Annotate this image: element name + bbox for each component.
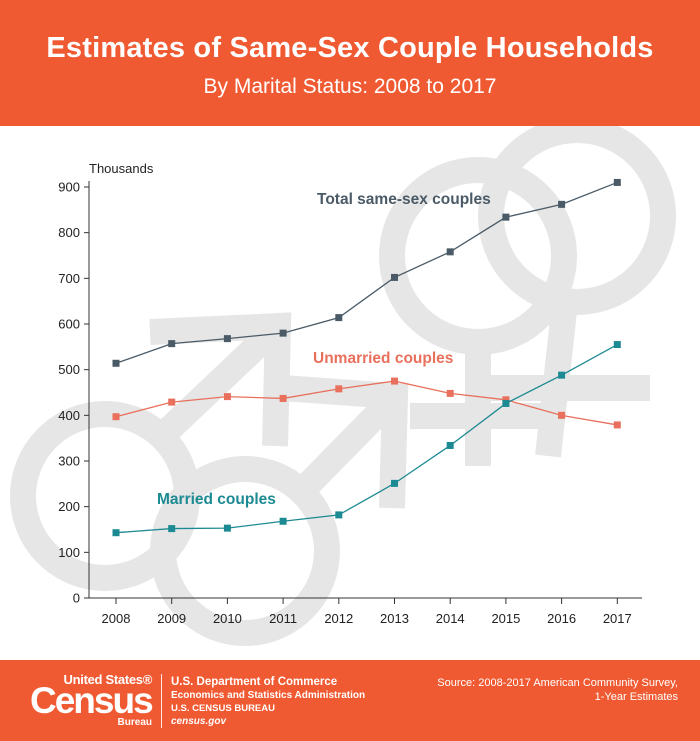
data-point-total-same-sex-couples [223, 335, 231, 343]
y-tick-label: 600 [58, 317, 80, 332]
data-point-married-couples [558, 371, 566, 379]
x-tick-label: 2013 [380, 611, 409, 626]
data-point-married-couples [446, 441, 454, 449]
footer-banner: United States® Census Bureau U.S. Depart… [0, 660, 700, 741]
x-tick-label: 2011 [269, 611, 297, 626]
male-symbol-icon-2 [150, 456, 340, 646]
x-tick-label: 2016 [547, 611, 576, 626]
x-tick-label: 2012 [324, 611, 353, 626]
data-point-total-same-sex-couples [558, 200, 566, 208]
y-tick-label: 400 [58, 408, 80, 423]
data-point-total-same-sex-couples [613, 178, 621, 186]
series-married-couples [112, 341, 621, 537]
y-tick-label: 900 [58, 180, 80, 195]
data-point-total-same-sex-couples [335, 314, 343, 322]
x-tick-label: 2015 [491, 611, 520, 626]
line-chart: Thousands 0 100 200 300 400 500 600 700 800 900 200… [10, 126, 676, 646]
header-banner: Estimates of Same-Sex Couple Households … [0, 0, 700, 126]
dept-line3: U.S. CENSUS BUREAU [171, 703, 275, 714]
y-tick-label: 700 [58, 271, 80, 286]
data-point-total-same-sex-couples [279, 329, 287, 337]
data-point-total-same-sex-couples [391, 273, 398, 281]
department-info: U.S. Department of Commerce Economics an… [171, 676, 365, 728]
data-point-unmarried-couples [112, 413, 120, 421]
data-point-unmarried-couples [335, 385, 343, 393]
source-line2: 1-Year Estimates [594, 691, 678, 703]
series-label-unmarried-couples: Unmarried couples [313, 350, 453, 367]
y-tick-label: 100 [58, 545, 80, 560]
series-line-unmarried-couples [115, 380, 618, 426]
series-total-same-sex-couples [112, 178, 621, 367]
source-note: Source: 2008-2017 American Community Sur… [437, 676, 678, 704]
series-line-married-couples [115, 343, 618, 534]
census-gov-link[interactable]: census.gov [171, 716, 227, 727]
chart-title: Estimates of Same-Sex Couple Households [46, 32, 654, 64]
female-symbol-icon-2 [478, 126, 676, 315]
data-point-unmarried-couples [391, 377, 398, 385]
y-tick-label: 800 [58, 225, 80, 240]
y-tick-label: 300 [58, 454, 80, 469]
x-tick-label: 2009 [157, 611, 186, 626]
data-point-married-couples [502, 399, 510, 407]
labels-layer: Total same-sex couples Unmarried couples M… [157, 191, 491, 508]
data-point-unmarried-couples [279, 394, 287, 402]
data-point-married-couples [391, 479, 398, 487]
dept-line2: Economics and Statistics Administration [171, 690, 366, 701]
data-point-total-same-sex-couples [502, 213, 510, 221]
series-unmarried-couples [112, 377, 621, 429]
series-label-total-same-sex-couples: Total same-sex couples [317, 191, 491, 208]
y-tick-label: 200 [58, 499, 80, 514]
data-point-unmarried-couples [502, 396, 510, 404]
data-point-unmarried-couples [168, 398, 176, 406]
data-point-married-couples [279, 517, 287, 525]
gender-symbols-watermark [10, 126, 676, 646]
x-tick-label: 2008 [102, 611, 131, 626]
data-point-total-same-sex-couples [168, 340, 176, 348]
source-line1: Source: 2008-2017 American Community Sur… [437, 677, 678, 689]
series-layer [112, 178, 621, 537]
y-tick-label: 0 [73, 591, 80, 606]
data-point-unmarried-couples [223, 393, 231, 401]
series-line-total-same-sex-couples [115, 181, 618, 364]
logo-line2: Census [30, 680, 154, 721]
logo-line1: United States® [63, 672, 153, 687]
data-point-unmarried-couples [446, 389, 454, 397]
data-point-total-same-sex-couples [112, 359, 120, 367]
y-axis-label: Thousands [89, 161, 154, 176]
x-tick-label: 2014 [436, 611, 465, 626]
logo-line3: Bureau [117, 717, 152, 728]
dept-line1: U.S. Department of Commerce [171, 676, 338, 688]
data-point-total-same-sex-couples [446, 248, 454, 256]
data-point-unmarried-couples [613, 421, 621, 429]
data-point-married-couples [335, 511, 343, 519]
x-tick-label: 2010 [213, 611, 242, 626]
data-point-married-couples [613, 341, 621, 349]
footer-divider [161, 674, 162, 728]
data-point-married-couples [112, 529, 120, 537]
x-tick-label: 2017 [603, 611, 632, 626]
census-logo[interactable]: United States® Census Bureau [30, 672, 154, 728]
chart-subtitle: By Marital Status: 2008 to 2017 [203, 75, 497, 98]
data-point-unmarried-couples [558, 411, 566, 419]
y-tick-label: 500 [58, 362, 80, 377]
data-point-married-couples [168, 525, 176, 533]
data-point-married-couples [223, 524, 231, 532]
axes: Thousands 0 100 200 300 400 500 600 700 800 900 200… [58, 161, 642, 626]
series-label-married-couples: Married couples [157, 491, 276, 508]
